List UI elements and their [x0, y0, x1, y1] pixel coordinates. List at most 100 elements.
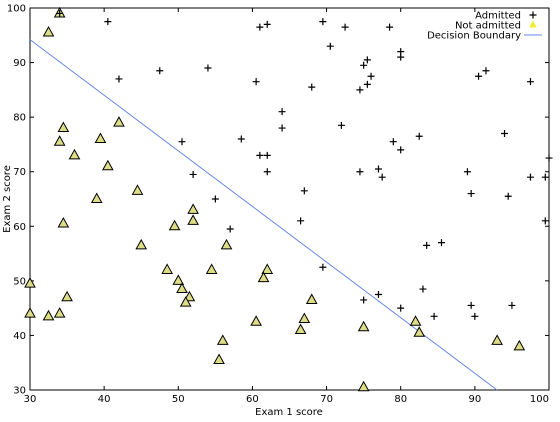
- admitted-point: [363, 56, 371, 64]
- not-admitted-point: [298, 312, 311, 324]
- admitted-point: [471, 312, 479, 320]
- not-admitted-point: [357, 380, 370, 392]
- admitted-point: [374, 165, 382, 173]
- admitted-point: [374, 291, 382, 298]
- legend-marker-admitted: [529, 11, 537, 19]
- not-admitted-point: [305, 293, 318, 304]
- not-admitted-point: [513, 339, 526, 351]
- not-admitted-point: [68, 148, 81, 160]
- x-axis-label: Exam 1 score: [255, 407, 323, 418]
- admitted-point: [211, 195, 219, 203]
- admitted-point: [226, 225, 234, 233]
- y-tick-label: 90: [13, 58, 26, 69]
- legend-marker-not-admitted: [529, 20, 537, 28]
- y-tick-label: 70: [13, 167, 26, 178]
- admitted-point: [278, 124, 286, 132]
- admitted-point: [389, 138, 397, 146]
- not-admitted-point: [257, 271, 270, 283]
- not-admitted-point: [42, 26, 55, 37]
- not-admitted-point: [24, 307, 36, 318]
- not-admitted-point: [161, 263, 174, 274]
- admitted-point: [467, 301, 475, 309]
- admitted-point: [308, 83, 316, 91]
- not-admitted-point: [357, 320, 370, 332]
- admitted-point: [178, 138, 186, 146]
- x-tick-label: 50: [172, 394, 185, 405]
- y-tick-label: 50: [13, 276, 26, 287]
- x-tick-label: 60: [246, 394, 259, 405]
- not-admitted-point: [250, 315, 262, 326]
- legend-label: Admitted: [475, 11, 521, 22]
- not-admitted-point: [61, 290, 73, 302]
- admitted-point: [419, 285, 427, 293]
- x-tick-label: 70: [320, 394, 333, 405]
- admitted-point: [104, 18, 112, 26]
- admitted-point: [541, 217, 549, 225]
- admitted-point: [356, 168, 364, 176]
- admitted-point: [397, 146, 405, 154]
- admitted-point: [300, 187, 308, 195]
- decision-boundary-layer: [29, 39, 498, 391]
- not-admitted-point: [187, 214, 199, 225]
- admitted-point: [204, 64, 212, 72]
- axis-ticks: 30 40 50 60 70 80 90 100 30 40 50 60 70 80 90 100: [7, 4, 550, 405]
- admitted-point: [356, 86, 364, 94]
- not-admitted-point: [135, 238, 148, 250]
- x-tick-label: 40: [98, 394, 111, 405]
- not-admitted-point: [53, 307, 66, 318]
- admitted-point: [397, 53, 405, 61]
- not-admitted-point: [102, 159, 114, 171]
- not-admitted-point: [53, 135, 66, 146]
- admitted-point: [278, 108, 286, 116]
- not-admitted-point: [57, 217, 70, 228]
- legend-label: Not admitted: [455, 21, 521, 32]
- not-admitted-point: [131, 184, 144, 195]
- admitted-point: [463, 168, 471, 176]
- admitted-point: [526, 78, 534, 86]
- not-admitted-point: [216, 334, 229, 345]
- admitted-point: [56, 9, 64, 17]
- not-admitted-point: [176, 282, 188, 294]
- not-admitted-point: [187, 203, 199, 214]
- y-tick-label: 40: [13, 331, 26, 342]
- admitted-point: [430, 312, 438, 320]
- admitted-point: [437, 239, 445, 247]
- admitted-point: [337, 121, 345, 129]
- admitted-point: [156, 67, 164, 75]
- admitted-point: [297, 217, 305, 225]
- admitted-point: [501, 130, 509, 138]
- admitted-point: [367, 72, 375, 80]
- plot-frame: [29, 7, 550, 391]
- admitted-point: [319, 263, 327, 271]
- admitted-point: [115, 75, 123, 83]
- not-admitted-point: [42, 309, 55, 321]
- admitted-point: [341, 23, 349, 31]
- y-tick-label: 30: [13, 386, 26, 397]
- y-tick-label: 100: [7, 4, 26, 15]
- admitted-point: [263, 168, 271, 176]
- not-admitted-point: [220, 238, 233, 250]
- not-admitted-point: [213, 353, 225, 364]
- admitted-point: [508, 301, 516, 309]
- not-admitted-point: [168, 219, 181, 231]
- admitted-point: [319, 18, 327, 26]
- not-admitted-point: [261, 263, 274, 274]
- x-tick-label: 30: [24, 394, 37, 405]
- admitted-point: [541, 173, 549, 181]
- admitted-point: [423, 241, 431, 249]
- admitted-point: [237, 135, 245, 143]
- admitted-point: [397, 304, 405, 312]
- decision-boundary-line: [29, 39, 498, 391]
- not-admitted-point: [294, 323, 307, 334]
- x-tick-label: 100: [530, 394, 549, 405]
- admitted-point: [256, 23, 264, 31]
- x-tick-label: 80: [394, 394, 407, 405]
- admitted-point: [386, 23, 394, 31]
- legend-label: Decision Boundary: [427, 31, 521, 42]
- not-admitted-point: [413, 326, 426, 337]
- x-tick-label: 90: [468, 394, 481, 405]
- not-admitted-point: [179, 296, 192, 307]
